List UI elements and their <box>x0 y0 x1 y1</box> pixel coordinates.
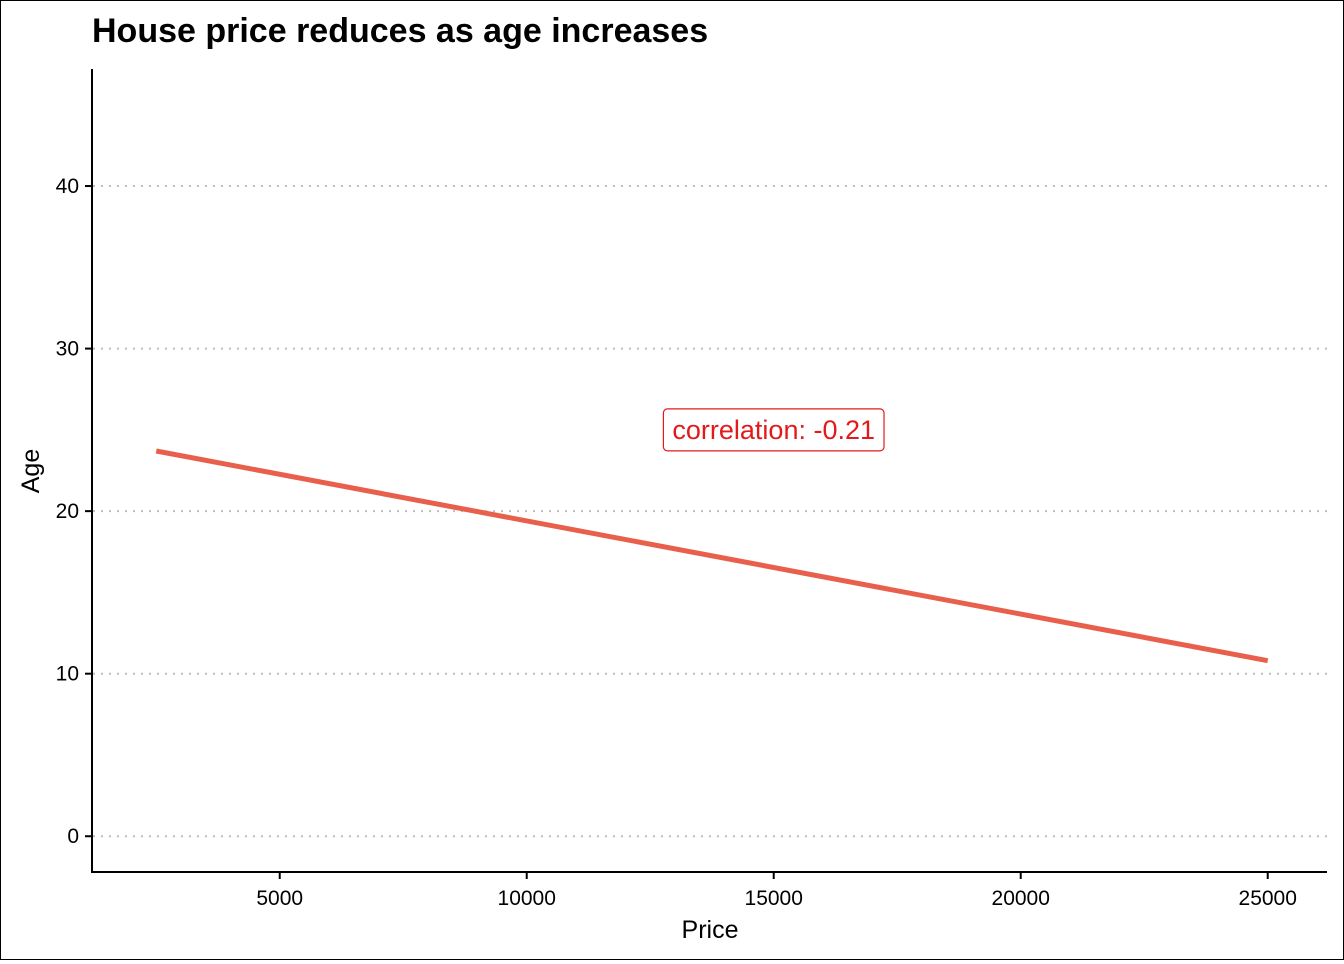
y-tick-label: 30 <box>56 338 79 361</box>
y-tick-label: 10 <box>56 663 79 686</box>
x-tick-label: 5000 <box>256 887 303 910</box>
correlation-annotation: correlation: -0.21 <box>662 408 885 452</box>
y-axis-title: Age <box>17 449 45 493</box>
annotation-box <box>662 408 885 452</box>
y-tick-label: 0 <box>67 825 79 848</box>
x-tick-label: 25000 <box>1239 887 1297 910</box>
series-layer <box>155 448 1269 664</box>
annotation-label: correlation: -0.21 <box>672 415 875 445</box>
annotation-layer: correlation: -0.21 <box>662 408 885 452</box>
x-axis-title: Price <box>682 916 739 944</box>
chart-title: House price reduces as age increases <box>92 12 708 50</box>
gridlines <box>93 185 1327 838</box>
x-tick-label: 10000 <box>498 887 556 910</box>
trend-line <box>155 448 1269 664</box>
x-tick-label: 15000 <box>745 887 803 910</box>
x-axis-ticks: 5000 10000 15000 20000 25000 <box>256 872 1297 910</box>
y-tick-label: 40 <box>56 175 79 198</box>
x-tick-label: 20000 <box>992 887 1050 910</box>
y-tick-label: 20 <box>56 500 79 523</box>
y-axis-ticks: 0 10 20 30 40 <box>56 175 92 848</box>
